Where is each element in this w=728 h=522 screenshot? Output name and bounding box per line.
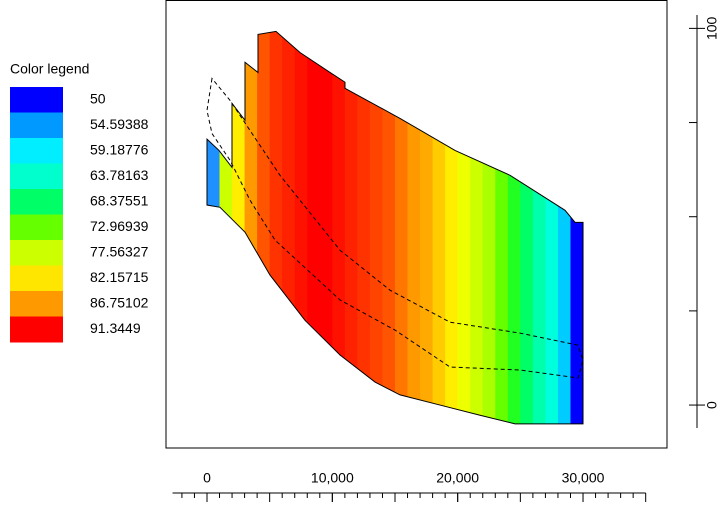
legend-swatch xyxy=(10,240,63,266)
band xyxy=(382,31,396,424)
band xyxy=(570,31,584,424)
legend-label: 72.96939 xyxy=(90,218,149,234)
band xyxy=(470,31,484,424)
band xyxy=(520,31,534,424)
band xyxy=(282,31,296,424)
band xyxy=(307,31,321,424)
legend-swatch xyxy=(10,265,63,292)
x-tick-label: 0 xyxy=(203,470,211,486)
band xyxy=(344,31,358,424)
legend-label: 63.78163 xyxy=(90,167,149,183)
band xyxy=(420,31,434,424)
plot-frame xyxy=(165,0,668,449)
band xyxy=(482,31,496,424)
band xyxy=(294,31,308,424)
legend-title: Color legend xyxy=(10,61,89,77)
legend-label: 77.56327 xyxy=(90,244,149,260)
band xyxy=(332,31,346,424)
legend-swatch xyxy=(10,112,63,139)
band xyxy=(445,31,459,424)
legend-label: 54.59388 xyxy=(90,116,149,132)
band xyxy=(557,31,571,424)
x-tick-label: 20,000 xyxy=(436,470,479,486)
dashed-outline xyxy=(206,77,584,379)
band xyxy=(532,31,546,424)
band xyxy=(319,31,333,424)
x-tick-label: 30,000 xyxy=(562,470,605,486)
band xyxy=(432,31,446,424)
legend-swatch xyxy=(10,291,63,317)
band xyxy=(545,31,559,424)
band xyxy=(219,31,233,424)
legend-swatch xyxy=(10,87,63,113)
legend-label: 68.37551 xyxy=(90,193,149,209)
legend-label: 91.3449 xyxy=(90,320,141,336)
region-outline xyxy=(206,30,584,425)
band xyxy=(507,31,521,424)
band xyxy=(407,31,421,424)
x-tick-label: 10,000 xyxy=(311,470,354,486)
legend-swatch xyxy=(10,138,63,164)
band xyxy=(457,31,471,424)
legend-label: 86.75102 xyxy=(90,295,149,311)
legend-swatch xyxy=(10,189,63,215)
legend-swatch xyxy=(10,316,63,343)
band xyxy=(395,31,408,424)
band xyxy=(257,31,271,424)
legend-label: 50 xyxy=(90,91,106,107)
band xyxy=(357,31,371,424)
legend-swatch xyxy=(10,214,63,241)
legend-label: 82.15715 xyxy=(90,269,149,285)
bands xyxy=(206,31,584,424)
band xyxy=(269,31,283,424)
y-tick-label: 100 xyxy=(704,16,720,40)
band xyxy=(495,31,509,424)
legend-swatch xyxy=(10,163,63,190)
band xyxy=(232,31,245,424)
legend-label: 59.18776 xyxy=(90,142,149,158)
band xyxy=(369,31,383,424)
band xyxy=(206,31,220,424)
y-tick-label: 0 xyxy=(704,401,720,409)
